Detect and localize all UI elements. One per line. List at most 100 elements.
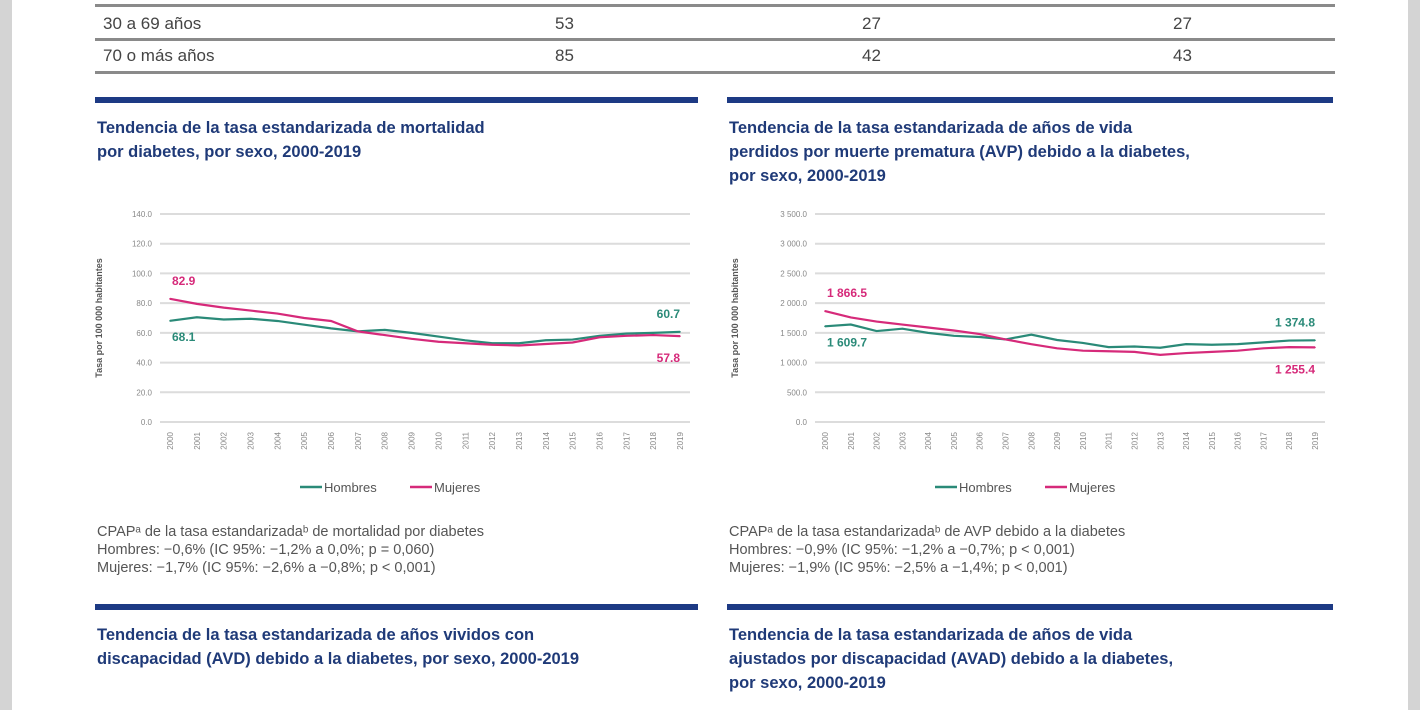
avp-chart: 0.0 500.0 1 000.0 1 500.0 2 000.0 2 500.0 3 00… [730, 210, 1325, 495]
table-row: 30 a 69 años 53 27 27 [95, 8, 1335, 38]
data-point [571, 338, 574, 341]
x-tick-label: 2019 [676, 431, 685, 449]
data-point [927, 332, 929, 334]
mortality-chart: 0.0 20.0 40.0 60.0 80.0 100.0 120.0 140.0 Tasa p… [94, 210, 690, 495]
x-tick-label: 2007 [1002, 431, 1011, 449]
y-axis-title: Tasa por 100 000 habitantes [730, 258, 740, 377]
x-tick-label: 2015 [569, 431, 578, 449]
x-tick-label: 2013 [1156, 431, 1165, 449]
x-tick-label: 2009 [408, 431, 417, 449]
data-point [1107, 346, 1110, 348]
y-tick-label: 2 000.0 [780, 299, 807, 308]
data-point [1082, 349, 1084, 352]
data-point [1030, 343, 1033, 345]
data-point [383, 334, 386, 336]
data-point [652, 334, 654, 336]
avp-notes: CPAPᵃ de la tasa estandarizadaᵇ de AVP d… [729, 523, 1125, 577]
x-tick-label: 2019 [1311, 431, 1320, 449]
note-line: Hombres: −0,6% (IC 95%: −1,2% a 0,0%; p … [97, 542, 435, 558]
data-point [222, 306, 225, 309]
series-line-mujeres [824, 310, 1316, 356]
data-point [1236, 343, 1239, 345]
series-line-hombres [824, 323, 1316, 349]
data-point [824, 325, 826, 328]
data-point [544, 339, 547, 342]
data-point [1133, 345, 1136, 348]
data-point [464, 339, 467, 342]
data-point [437, 340, 440, 343]
data-point [679, 331, 681, 333]
data-point [978, 333, 981, 335]
note-line: CPAPᵃ de la tasa estandarizadaᵇ de morta… [97, 524, 485, 540]
note-line: CPAPᵃ de la tasa estandarizadaᵇ de AVP d… [729, 524, 1126, 540]
x-tick-label: 2013 [515, 431, 524, 449]
x-tick-label: 2010 [434, 431, 443, 449]
panel-title-avd: Tendencia de la tasa estandarizada de añ… [97, 623, 579, 671]
title-line: por sexo, 2000-2019 [729, 167, 886, 185]
x-tick-label: 2003 [898, 431, 907, 449]
data-point [1236, 349, 1239, 352]
x-tick-label: 2006 [327, 431, 336, 449]
data-point [1288, 339, 1291, 342]
data-point [330, 320, 332, 322]
data-point [357, 330, 359, 333]
x-tick-label: 2002 [873, 431, 882, 449]
panel-rule [95, 97, 698, 103]
data-point [249, 309, 252, 312]
x-tick-label: 2001 [847, 431, 856, 449]
data-point [1262, 341, 1265, 344]
data-point [901, 327, 904, 330]
note-line: Hombres: −0,9% (IC 95%: −1,2% a −0,7%; p… [729, 542, 1075, 558]
x-tick-label: 2005 [950, 431, 959, 449]
title-line: Tendencia de la tasa estandarizada de mo… [97, 119, 485, 137]
x-tick-label: 2005 [300, 431, 309, 449]
data-point [544, 343, 547, 345]
y-tick-label: 80.0 [136, 299, 152, 308]
data-point [953, 329, 955, 332]
x-tick-label: 2008 [1027, 431, 1036, 449]
x-tick-label: 2000 [821, 431, 830, 449]
data-point [1133, 351, 1136, 353]
data-point [169, 320, 171, 322]
legend-label-mujeres: Mujeres [1069, 480, 1116, 495]
data-point [652, 332, 654, 334]
table-row: 70 o más años 85 42 43 [95, 40, 1335, 70]
data-point [169, 298, 171, 300]
start-value-label: 1 609.7 [827, 335, 867, 349]
legend-label-mujeres: Mujeres [434, 480, 481, 495]
start-value-label: 82.9 [172, 274, 196, 288]
data-point [1262, 347, 1265, 350]
data-point [1211, 343, 1213, 346]
x-tick-label: 2003 [247, 431, 256, 449]
title-line: Tendencia de la tasa estandarizada de añ… [97, 626, 535, 644]
data-point [598, 336, 601, 339]
start-value-label: 68.1 [172, 330, 196, 344]
x-tick-label: 2004 [273, 431, 282, 449]
data-point [953, 335, 955, 337]
data-point [196, 303, 198, 305]
y-tick-label: 1 000.0 [780, 359, 807, 368]
panel-rule [727, 97, 1333, 103]
x-tick-label: 2004 [924, 431, 933, 449]
data-point [464, 342, 467, 345]
mortality-notes: CPAPᵃ de la tasa estandarizadaᵇ de morta… [97, 523, 484, 577]
y-axis-title: Tasa por 100 000 habitantes [94, 258, 104, 377]
data-point [978, 336, 981, 338]
data-point [1004, 338, 1007, 341]
row-label: 70 o más años [103, 46, 215, 65]
data-point [518, 344, 520, 347]
data-point [849, 316, 852, 319]
x-tick-label: 2014 [1182, 431, 1191, 449]
x-tick-label: 2016 [595, 431, 604, 449]
x-tick-label: 2012 [488, 431, 497, 449]
cell: 43 [1173, 46, 1192, 65]
data-point [222, 318, 225, 321]
panel-title-avad: Tendencia de la tasa estandarizada de añ… [729, 623, 1173, 695]
title-line: discapacidad (AVD) debido a la diabetes,… [97, 650, 580, 668]
panel-title-avp: Tendencia de la tasa estandarizada de añ… [729, 116, 1190, 188]
data-point [1107, 350, 1110, 353]
x-tick-label: 2015 [1208, 431, 1217, 449]
data-point [901, 323, 904, 326]
row-label: 30 a 69 años [103, 14, 202, 33]
data-point [875, 330, 878, 332]
